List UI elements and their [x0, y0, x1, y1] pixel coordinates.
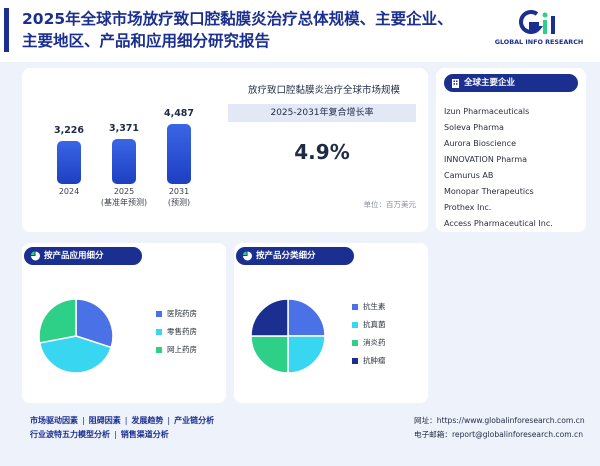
company-item: Soleva Pharma — [444, 123, 504, 132]
legend-item: 抗肿瘤 — [352, 352, 386, 370]
legend-label: 消炎药 — [363, 338, 386, 347]
pie-slice — [38, 298, 77, 344]
bar-category-note: (基准年预测) — [100, 198, 148, 207]
footer-link[interactable]: 行业波特五力模型分析 — [30, 430, 110, 439]
title-accent-bar — [4, 8, 9, 52]
pie-slice — [287, 298, 326, 337]
cagr-label: 2025-2031年复合增长率 — [228, 104, 416, 122]
logo-text: GLOBAL INFO RESEARCH — [494, 38, 584, 46]
pie-slice — [38, 335, 113, 374]
website-link[interactable]: https://www.globalinforesearch.com.cn — [436, 416, 585, 425]
pie-chart-icon — [243, 251, 252, 261]
footer-link[interactable]: 市场驱动因素 — [30, 416, 78, 425]
unit-label: 单位：百万美元 — [363, 200, 417, 209]
legend-label: 抗真菌 — [363, 320, 386, 329]
companies-list: Izun Pharmaceuticals Soleva Pharma Auror… — [444, 104, 584, 232]
bar — [57, 141, 81, 184]
pie-slice — [250, 335, 289, 374]
company-item: Monopar Therapeutics — [444, 187, 534, 196]
type-header-label: 按产品分类细分 — [256, 251, 316, 261]
pie-chart-icon — [31, 251, 40, 261]
legend-swatch — [156, 311, 162, 317]
website-row: 网址：https://www.globalinforesearch.com.cn — [414, 414, 598, 428]
page-header: 2025年全球市场放疗致口腔黏膜炎治疗总体规模、主要企业、 主要地区、产品和应用… — [0, 0, 600, 62]
legend-item: 抗真菌 — [352, 316, 386, 334]
bar-value-label: 3,371 — [108, 123, 140, 134]
page-title: 2025年全球市场放疗致口腔黏膜炎治疗总体规模、主要企业、 主要地区、产品和应用… — [22, 8, 462, 52]
companies-card: 全球主要企业 Izun Pharmaceuticals Soleva Pharm… — [436, 68, 586, 232]
type-card: 按产品分类细分 抗生素抗真菌消炎药抗肿瘤 — [234, 243, 428, 403]
legend-swatch — [352, 304, 358, 310]
footer-link[interactable]: 阻碍因素 — [88, 416, 121, 425]
footer-links: 市场驱动因素 | 阻碍因素 | 发展趋势 | 产业链分析 行业波特五力模型分析 | 销售渠道分析 — [30, 414, 370, 442]
footer-link[interactable]: 销售渠道分析 — [120, 430, 169, 439]
bar-category-label: 2031 (预测) — [154, 186, 204, 208]
company-item: Camurus AB — [444, 171, 494, 180]
footer-links-row-2: 行业波特五力模型分析 | 销售渠道分析 — [30, 430, 169, 439]
companies-header-label: 全球主要企业 — [464, 78, 516, 88]
email-row: 电子邮箱：report@globalinforesearch.com.cn — [414, 428, 598, 442]
pie-slice — [75, 298, 114, 349]
legend-item: 网上药房 — [156, 341, 197, 359]
cagr-value: 4.9% — [294, 140, 350, 164]
footer-link[interactable]: 发展趋势 — [131, 416, 164, 425]
type-pie-chart — [250, 298, 326, 374]
bar-value-label: 3,226 — [53, 125, 85, 136]
application-header-label: 按产品应用细分 — [44, 251, 104, 261]
type-header: 按产品分类细分 — [236, 247, 354, 265]
market-chart-title: 放疗致口腔黏膜炎治疗全球市场规模 — [247, 85, 400, 96]
footer-contact: 网址：https://www.globalinforesearch.com.cn… — [414, 414, 598, 442]
title-line-1: 2025年全球市场放疗致口腔黏膜炎治疗总体规模、主要企业、 — [22, 10, 453, 28]
legend-swatch — [156, 329, 162, 335]
legend-label: 抗肿瘤 — [363, 356, 386, 365]
company-item: Aurora Bioscience — [444, 139, 516, 148]
pie-slice — [287, 335, 326, 374]
bar-category-label: 2024 — [58, 187, 80, 196]
company-item: INNOVATION Pharma — [444, 155, 528, 164]
legend-item: 零售药房 — [156, 323, 197, 341]
legend-label: 零售药房 — [167, 327, 197, 336]
footer-links-row-1: 市场驱动因素 | 阻碍因素 | 发展趋势 | 产业链分析 — [30, 416, 215, 425]
legend-label: 网上药房 — [167, 345, 197, 354]
email-link[interactable]: report@globalinforesearch.com.cn — [451, 430, 584, 439]
company-item: Access Pharmaceutical Inc. — [444, 219, 553, 228]
building-icon — [452, 79, 459, 88]
legend-label: 抗生素 — [363, 302, 386, 311]
legend-swatch — [352, 358, 358, 364]
market-size-card: 3,226 2024 3,371 2025 (基准年预测) 4,487 2031 (预测) 放… — [22, 68, 428, 232]
application-card: 按产品应用细分 医院药房零售药房网上药房 — [22, 243, 226, 403]
legend-item: 消炎药 — [352, 334, 386, 352]
gir-logo-icon — [519, 10, 555, 34]
legend-label: 医院药房 — [167, 309, 197, 318]
companies-header: 全球主要企业 — [444, 74, 578, 92]
pie-slice — [250, 298, 289, 337]
company-item: Prothex Inc. — [444, 203, 492, 212]
legend-swatch — [156, 347, 162, 353]
website-label: 网址： — [414, 416, 437, 425]
gir-logo: GLOBAL INFO RESEARCH — [487, 10, 591, 50]
application-pie-chart — [38, 298, 114, 374]
bar-category-note: (预测) — [167, 198, 191, 207]
bar-value-label: 4,487 — [163, 108, 195, 119]
email-label: 电子邮箱： — [414, 430, 452, 439]
bar — [112, 139, 136, 184]
application-legend: 医院药房零售药房网上药房 — [156, 305, 197, 359]
company-item: Izun Pharmaceuticals — [444, 107, 530, 116]
footer-link[interactable]: 产业链分析 — [174, 416, 215, 425]
legend-swatch — [352, 340, 358, 346]
title-line-2: 主要地区、产品和应用细分研究报告 — [22, 32, 271, 50]
bar — [167, 124, 191, 184]
application-header: 按产品应用细分 — [24, 247, 142, 265]
type-legend: 抗生素抗真菌消炎药抗肿瘤 — [352, 298, 386, 370]
legend-item: 抗生素 — [352, 298, 386, 316]
bar-category-label: 2025 (基准年预测) — [100, 187, 148, 207]
legend-item: 医院药房 — [156, 305, 197, 323]
legend-swatch — [352, 322, 358, 328]
